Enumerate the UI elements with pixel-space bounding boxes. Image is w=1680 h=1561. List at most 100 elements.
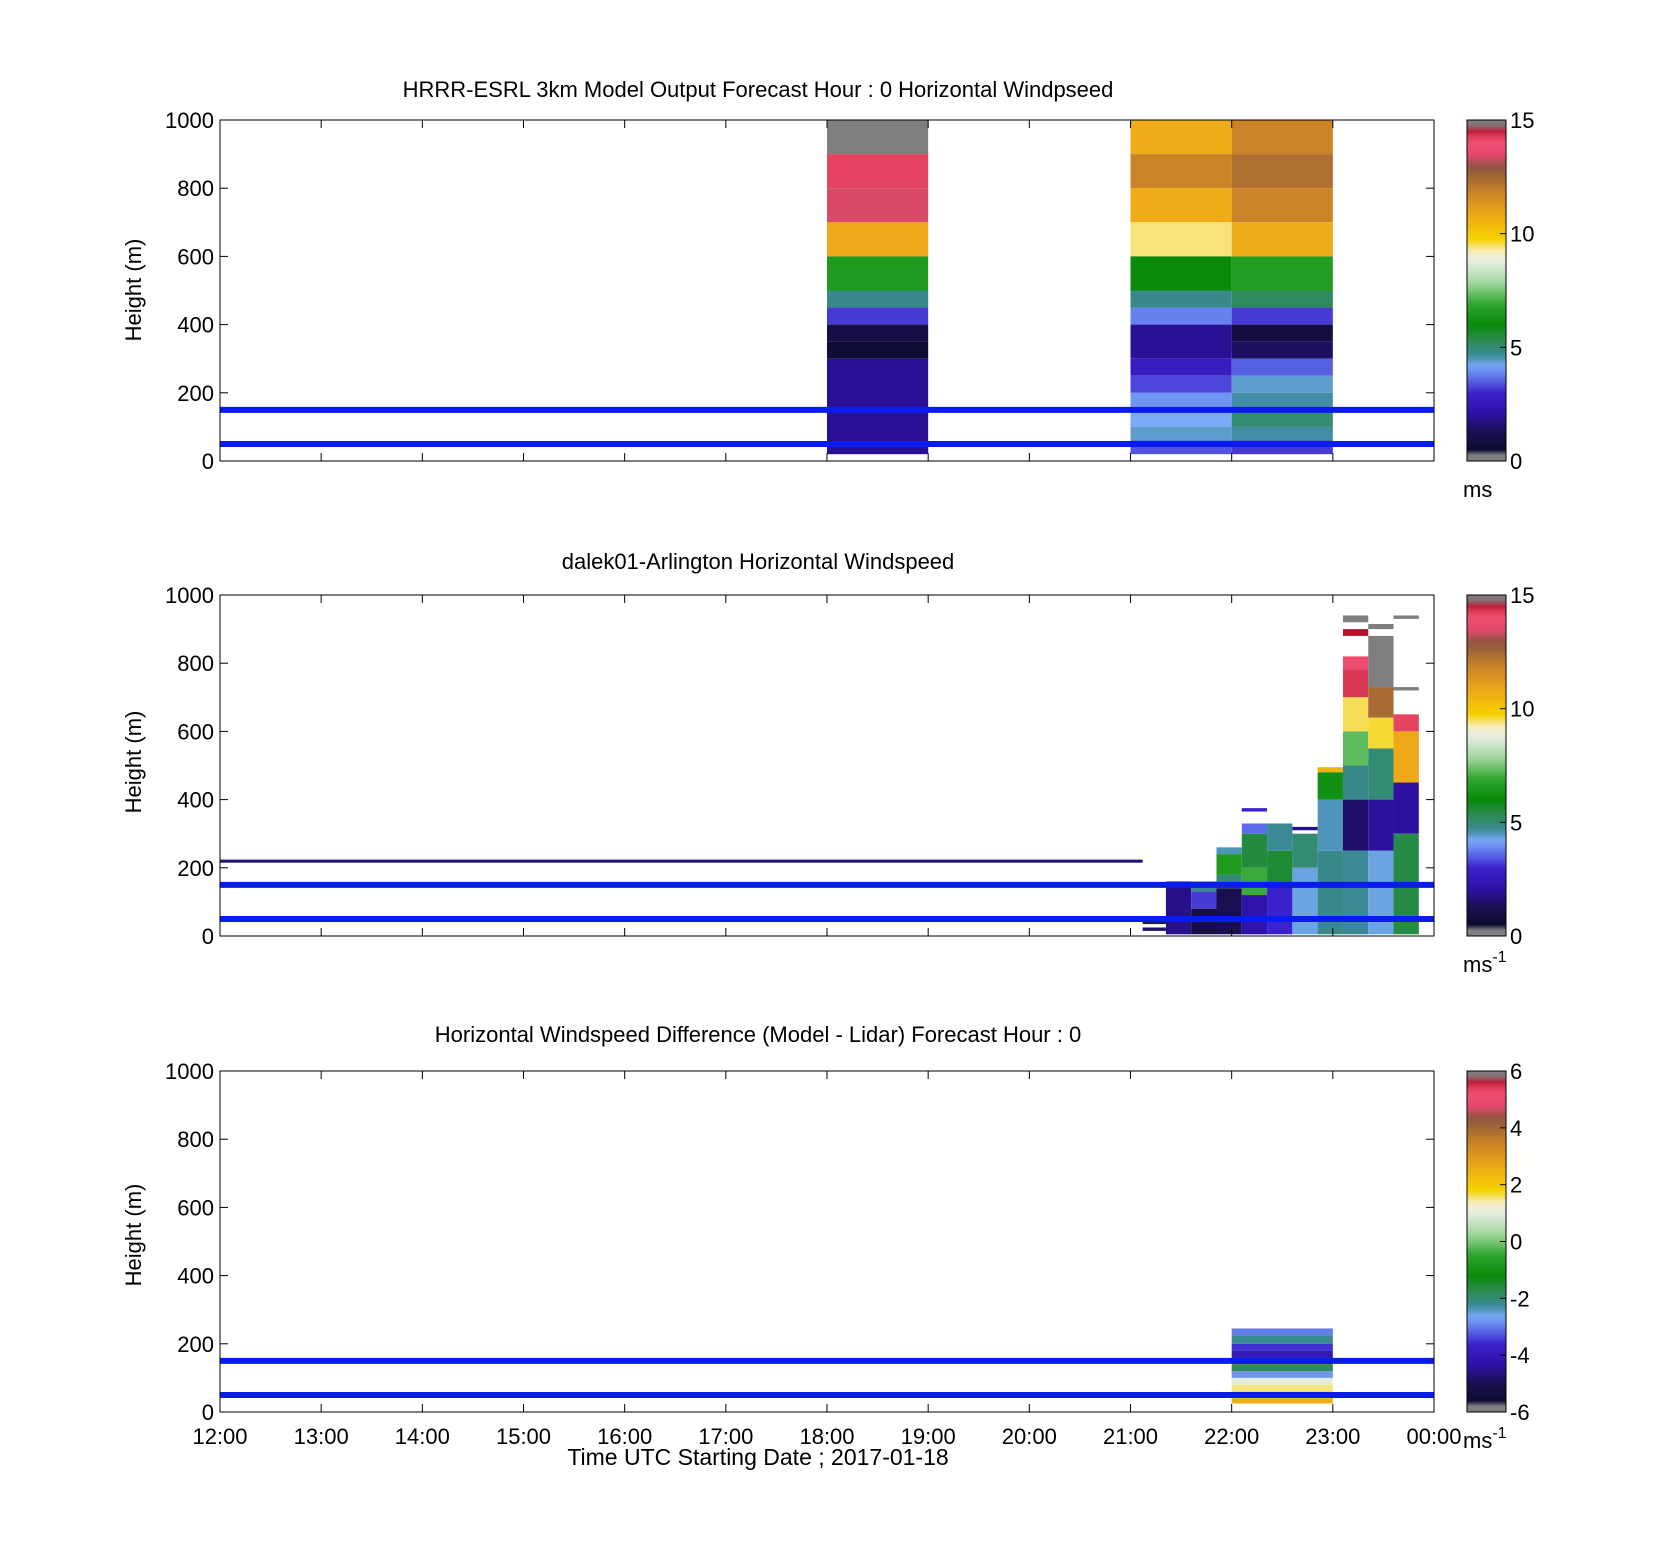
- heatmap-cell: [1130, 307, 1232, 325]
- y-tick-label: 400: [177, 1264, 214, 1289]
- x-tick-label: 13:00: [294, 1424, 349, 1449]
- heatmap-cell: [1342, 799, 1369, 851]
- y-tick-label: 200: [177, 856, 214, 881]
- colorbar-tick-label: -4: [1510, 1343, 1530, 1368]
- x-tick-label: 17:00: [698, 1424, 753, 1449]
- heatmap-cell: [1231, 1398, 1333, 1404]
- heatmap-cell: [1231, 1364, 1333, 1372]
- colorbar-tick-label: 2: [1510, 1173, 1522, 1198]
- heatmap-cell: [1368, 717, 1394, 749]
- heatmap-cell: [1317, 772, 1343, 800]
- heatmap-cell: [1393, 687, 1419, 691]
- heatmap-cell: [1231, 222, 1333, 257]
- heatmap-cell: [1368, 748, 1394, 800]
- heatmap-cell: [1130, 256, 1232, 291]
- y-tick-label: 0: [202, 1400, 214, 1425]
- colorbar-tick-label: 5: [1510, 810, 1522, 835]
- x-axis-label: Time UTC Starting Date ; 2017-01-18: [567, 1444, 948, 1470]
- x-tick-labels: 12:00 13:00 14:00 15:00 16:00 17:00 18:00 19:00…: [192, 1424, 1461, 1449]
- heatmap-cell: [1231, 1384, 1333, 1392]
- heatmap-cells: [220, 615, 1419, 935]
- y-tick-label: 800: [177, 651, 214, 676]
- heatmap-cell: [1368, 623, 1394, 630]
- heatmap-cell: [1342, 629, 1369, 636]
- heatmap-cell: [1267, 884, 1293, 935]
- heatmap-cell: [1241, 895, 1268, 935]
- panel-lidar-windspeed: dalek01-Arlington Horizontal Windspeed H…: [121, 549, 1534, 977]
- heatmap-cell: [1231, 307, 1333, 325]
- colorbar-tick-label: 10: [1510, 697, 1534, 722]
- heatmap-cell: [220, 859, 1143, 863]
- heatmap-cell: [1393, 731, 1419, 783]
- heatmap-cell: [1292, 867, 1318, 935]
- heatmap-cell: [1130, 409, 1232, 427]
- y-tick-label: 200: [177, 381, 214, 406]
- colorbar: [1466, 594, 1507, 937]
- heatmap-cell: [1231, 120, 1333, 155]
- heatmap-cell: [827, 188, 929, 223]
- heatmap-cells: [827, 120, 1333, 455]
- panel-windspeed-difference: Horizontal Windspeed Difference (Model -…: [121, 1022, 1530, 1453]
- x-tick-label: 16:00: [597, 1424, 652, 1449]
- heatmap-cell: [1342, 765, 1369, 800]
- heatmap-cell: [1368, 799, 1394, 851]
- colorbar-tick-label: 5: [1510, 335, 1522, 360]
- heatmap-cell: [1231, 358, 1333, 376]
- colorbar: [1466, 1070, 1507, 1413]
- heatmap-cell: [1216, 847, 1242, 855]
- x-tick-label: 21:00: [1103, 1424, 1158, 1449]
- heatmap-cell: [1231, 341, 1333, 359]
- x-tick-label: 23:00: [1305, 1424, 1360, 1449]
- heatmap-cell: [1241, 833, 1268, 868]
- heatmap-cell: [1130, 154, 1232, 189]
- heatmap-cell: [827, 341, 929, 359]
- heatmap-cell: [1130, 120, 1232, 155]
- colorbar-tick-label: 10: [1510, 222, 1534, 247]
- heatmap-cell: [1342, 670, 1369, 698]
- colorbar-tick-label: 0: [1510, 1230, 1522, 1255]
- colorbar-unit-exponent: -1: [1492, 949, 1506, 966]
- heatmap-cell: [827, 120, 929, 155]
- colorbar: [1466, 119, 1507, 462]
- heatmap-cell: [1142, 921, 1166, 925]
- y-tick-label: 600: [177, 1195, 214, 1220]
- colorbar-tick-label: 15: [1510, 583, 1534, 608]
- panel-model-windspeed: HRRR-ESRL 3km Model Output Forecast Hour…: [121, 77, 1534, 502]
- heatmap-cell: [1130, 375, 1232, 393]
- x-tick-label: 19:00: [901, 1424, 956, 1449]
- y-tick-label: 800: [177, 176, 214, 201]
- heatmap-cell: [1292, 826, 1318, 831]
- y-tick-label: 0: [202, 924, 214, 949]
- heatmap-cell: [827, 290, 929, 308]
- heatmap-cell: [1231, 1343, 1333, 1351]
- heatmap-cell: [1241, 823, 1268, 834]
- heatmap-cell: [1231, 409, 1333, 427]
- heatmap-cell: [827, 324, 929, 342]
- heatmap-cell: [1241, 867, 1268, 896]
- x-tick-label: 12:00: [192, 1424, 247, 1449]
- colorbar-tick-label: 15: [1510, 108, 1534, 133]
- panel-title: Horizontal Windspeed Difference (Model -…: [435, 1022, 1081, 1047]
- heatmap-cell: [1142, 927, 1166, 931]
- colorbar-tick-label: -6: [1510, 1400, 1530, 1425]
- x-tick-label: 15:00: [496, 1424, 551, 1449]
- heatmap-cell: [1342, 697, 1369, 732]
- heatmap-cell: [1231, 1335, 1333, 1344]
- heatmap-cell: [1342, 731, 1369, 766]
- heatmap-cell: [1393, 714, 1419, 732]
- heatmap-cell: [827, 358, 929, 455]
- heatmap-cell: [1231, 1371, 1333, 1378]
- heatmap-cell: [1130, 188, 1232, 223]
- heatmap-cell: [1231, 290, 1333, 308]
- heatmap-cell: [1130, 290, 1232, 308]
- y-axis-label: Height (m): [121, 1184, 146, 1287]
- heatmap-cell: [827, 154, 929, 189]
- heatmap-cell: [1231, 324, 1333, 342]
- heatmap-cell: [827, 222, 929, 257]
- x-tick-label: 14:00: [395, 1424, 450, 1449]
- colorbar-unit: ms: [1463, 477, 1492, 502]
- heatmap-cell: [1216, 854, 1242, 875]
- y-axis-label: Height (m): [121, 711, 146, 814]
- heatmap-cell: [1231, 375, 1333, 393]
- y-tick-label: 800: [177, 1127, 214, 1152]
